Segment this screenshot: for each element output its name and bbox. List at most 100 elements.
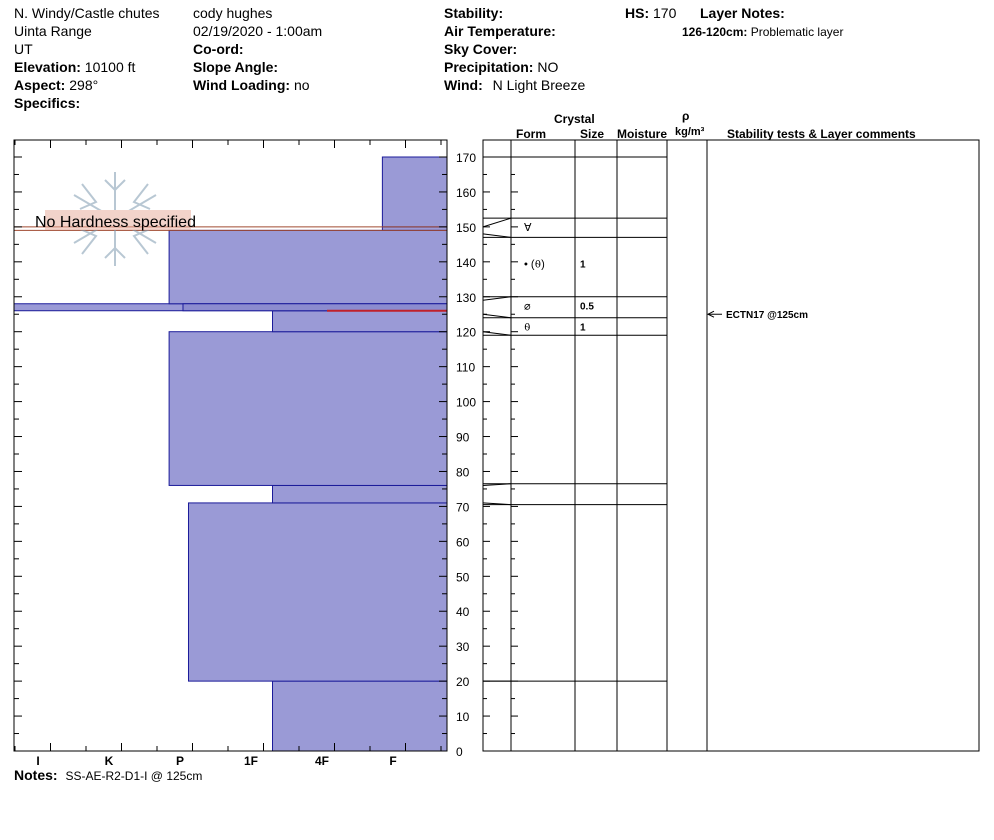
layer-notes: Layer Notes: [700, 4, 785, 22]
sky-label: Sky Cover: [444, 41, 518, 57]
crystal-header: Crystal [554, 112, 595, 126]
crystal-form: ∀ [524, 222, 532, 234]
y-tick-label: 30 [456, 640, 470, 654]
y-tick-label: 20 [456, 675, 470, 689]
tick-connector [482, 331, 512, 336]
y-tick-label: 140 [456, 256, 476, 270]
hs-value: 170 [653, 5, 677, 21]
notes-label: Notes: [14, 767, 58, 783]
coord-label: Co-ord: [193, 41, 244, 57]
elevation-label: Elevation: [14, 59, 81, 75]
hardness-layer-bar [168, 229, 448, 305]
y-tick-label: 120 [456, 326, 476, 340]
air-temperature: Air Temperature: [444, 22, 556, 40]
snow-height: HS: 170 [625, 4, 676, 22]
moisture-header: Moisture [617, 127, 668, 141]
slope-label: Slope Angle: [193, 59, 279, 75]
hardness-bars [13, 156, 448, 752]
crystal-form: ⌀ [524, 301, 531, 313]
tick-connector [482, 217, 512, 228]
sky-cover: Sky Cover: [444, 40, 517, 58]
stability-label: Stability: [444, 5, 504, 21]
range: Uinta Range [14, 23, 92, 39]
tick-connector [482, 483, 512, 486]
tick-connector [482, 313, 512, 319]
watermark-band [45, 210, 191, 230]
coord: Co-ord: [193, 40, 244, 58]
hardness-layer-bar [187, 502, 448, 682]
size-header: Size [580, 127, 605, 141]
precip-label: Precipitation: [444, 59, 534, 75]
stability-arrow-icon [706, 310, 715, 318]
y-tick-label: 150 [456, 221, 476, 235]
observer: cody hughes [193, 5, 273, 21]
wind-loading: Wind Loading: no [193, 76, 310, 94]
datetime: 02/19/2020 - 1:00am [193, 23, 323, 39]
y-tick-label: 160 [456, 186, 476, 200]
tick-connectors [482, 217, 512, 682]
layer-notes-label: Layer Notes: [700, 5, 785, 21]
y-tick-label: 110 [456, 361, 475, 375]
tick-connector [482, 502, 512, 506]
notes-text: SS-AE-R2-D1-I @ 125cm [65, 769, 203, 783]
watermark-text: No Hardness specified [35, 214, 196, 231]
elevation: Elevation: 10100 ft [14, 58, 135, 76]
stability-header: Stability tests & Layer comments [727, 127, 916, 141]
y-tick-label: 80 [456, 465, 470, 479]
layer-note-text: Problematic layer [750, 25, 844, 39]
aspect: Aspect: 298° [14, 76, 98, 94]
hardness-layer-bar [381, 226, 448, 231]
axis-labels: 0 10 20 30 40 50 60 70 80 90 100 110 120 130 140 150 160… [36, 151, 476, 768]
hardness-tick-label: P [176, 754, 184, 768]
elevation-value: 10100 ft [84, 59, 136, 75]
wind-loading-value: no [293, 77, 310, 93]
aspect-label: Aspect: [14, 77, 66, 93]
y-tick-label: 10 [456, 710, 470, 724]
crystal-table: ∀ • (⍬) 1 ⌀ 0.5 ⍬ 1 ECTN17 @125cm [482, 139, 980, 752]
y-tick-label: 50 [456, 570, 470, 584]
table-frame [482, 139, 980, 752]
tick-connector [482, 233, 512, 238]
aspect-value: 298° [69, 77, 99, 93]
density-unit: kg/m³ [675, 126, 705, 138]
wind: Wind: N Light Breeze [444, 76, 585, 94]
crystal-size: 1 [580, 260, 586, 271]
hardness-tick-label: K [105, 754, 114, 768]
state: UT [14, 41, 33, 57]
wind-label: Wind: [444, 77, 483, 93]
precip-value: NO [537, 59, 559, 75]
crystal-form: ⍬ [524, 321, 531, 333]
weak-layer-bar [182, 303, 448, 312]
wind-value: N Light Breeze [492, 77, 586, 93]
hardness-plot-frame [13, 139, 448, 752]
hardness-layer-bar [272, 484, 448, 504]
hardness-layer-bar [272, 310, 448, 333]
y-tick-label: 90 [456, 431, 470, 445]
specifics: Specifics: [14, 94, 80, 112]
y-tick-label: 40 [456, 605, 470, 619]
slope-angle: Slope Angle: [193, 58, 278, 76]
precipitation: Precipitation: NO [444, 58, 558, 76]
y-tick-label: 60 [456, 535, 470, 549]
hardness-layer-bar [168, 331, 448, 486]
wind-loading-label: Wind Loading: [193, 77, 291, 93]
layer-note: 126-120cm: Problematic layer [682, 23, 843, 41]
y-tick-label: 0 [456, 745, 463, 759]
density-symbol: ρ [682, 109, 690, 123]
layer-note-range: 126-120cm: [682, 25, 748, 39]
air-temp-label: Air Temperature: [444, 23, 556, 39]
hardness-tick-label: 4F [315, 754, 329, 768]
stability: Stability: [444, 4, 503, 22]
y-tick-label: 100 [456, 396, 476, 410]
crystal-size: 1 [580, 322, 586, 333]
hardness-layer-bar [381, 156, 448, 228]
notes: Notes: SS-AE-R2-D1-I @ 125cm [14, 766, 202, 785]
hardness-tick-label: I [36, 754, 39, 768]
form-header: Form [516, 127, 546, 141]
y-tick-label: 70 [456, 500, 470, 514]
hardness-frame [13, 139, 448, 752]
tick-connector [482, 296, 512, 301]
stability-test-label: ECTN17 @125cm [726, 310, 808, 321]
hs-label: HS: [625, 5, 650, 21]
